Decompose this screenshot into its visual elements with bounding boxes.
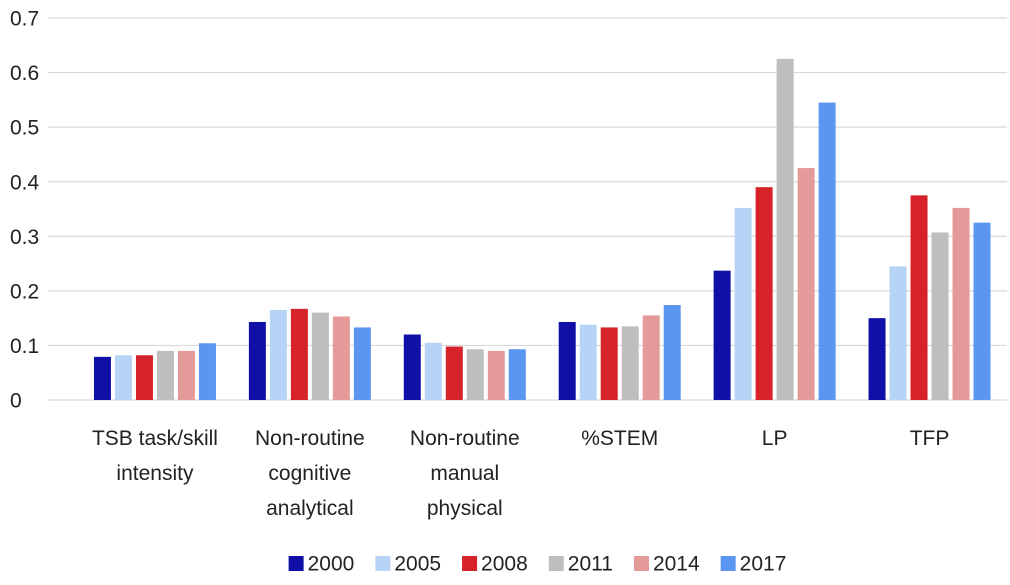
legend-label: 2005 bbox=[394, 553, 441, 576]
bar bbox=[311, 312, 329, 400]
bar bbox=[487, 350, 505, 400]
bar bbox=[910, 195, 928, 400]
bar bbox=[663, 305, 681, 400]
bar bbox=[973, 222, 991, 400]
bar bbox=[558, 321, 576, 400]
y-tick-label: 0.2 bbox=[10, 280, 39, 303]
x-tick-label: Non-routine manual physical bbox=[410, 427, 520, 520]
bar bbox=[642, 315, 660, 400]
bar bbox=[868, 318, 886, 400]
bar bbox=[579, 324, 597, 400]
y-tick-label: 0.1 bbox=[10, 335, 39, 358]
bar bbox=[353, 327, 371, 400]
bar bbox=[248, 321, 266, 400]
bar bbox=[290, 308, 308, 400]
legend-swatch bbox=[462, 556, 478, 571]
bar bbox=[332, 316, 350, 400]
legend-label: 2000 bbox=[308, 553, 355, 576]
legend-swatch bbox=[633, 556, 649, 571]
bar bbox=[713, 270, 731, 400]
y-tick-label: 0.5 bbox=[10, 117, 39, 140]
bar bbox=[600, 327, 618, 400]
x-tick-label: Non-routine cognitive analytical bbox=[255, 427, 365, 520]
legend-swatch bbox=[288, 556, 304, 571]
bar bbox=[445, 346, 463, 400]
y-tick-label: 0.4 bbox=[10, 171, 40, 194]
legend-label: 2008 bbox=[481, 553, 528, 576]
bar bbox=[177, 350, 195, 400]
y-tick-label: 0.7 bbox=[10, 8, 39, 31]
bar bbox=[734, 207, 752, 400]
bar bbox=[889, 266, 907, 400]
legend-swatch bbox=[548, 556, 564, 571]
bar bbox=[114, 355, 132, 400]
legend-swatch bbox=[720, 556, 736, 571]
x-tick-label: LP bbox=[762, 427, 788, 450]
y-tick-label: 0.6 bbox=[10, 62, 39, 85]
bar bbox=[403, 334, 421, 400]
bar bbox=[156, 350, 174, 400]
y-tick-label: 0 bbox=[10, 390, 22, 413]
bar bbox=[818, 102, 836, 400]
bar bbox=[952, 207, 970, 400]
bar bbox=[931, 232, 949, 400]
x-tick-label: TFP bbox=[910, 427, 950, 450]
legend-swatch bbox=[375, 556, 391, 571]
bar bbox=[269, 309, 287, 400]
bar bbox=[797, 168, 815, 400]
legend-label: 2011 bbox=[568, 553, 613, 576]
x-tick-label: %STEM bbox=[581, 427, 658, 450]
x-tick-label: TSB task/skill intensity bbox=[92, 427, 218, 485]
legend: 2000 2005 2008 2011 2014 2017 bbox=[288, 553, 787, 576]
bar bbox=[93, 356, 111, 400]
legend-label: 2014 bbox=[653, 553, 700, 576]
bar bbox=[466, 349, 484, 400]
bar bbox=[198, 343, 216, 400]
bar bbox=[621, 326, 639, 400]
bar bbox=[508, 349, 526, 400]
bar bbox=[776, 58, 794, 401]
bar bbox=[755, 187, 773, 400]
bar bbox=[424, 342, 442, 400]
legend-label: 2017 bbox=[740, 553, 787, 576]
bar bbox=[135, 355, 153, 400]
y-tick-label: 0.3 bbox=[10, 226, 39, 249]
